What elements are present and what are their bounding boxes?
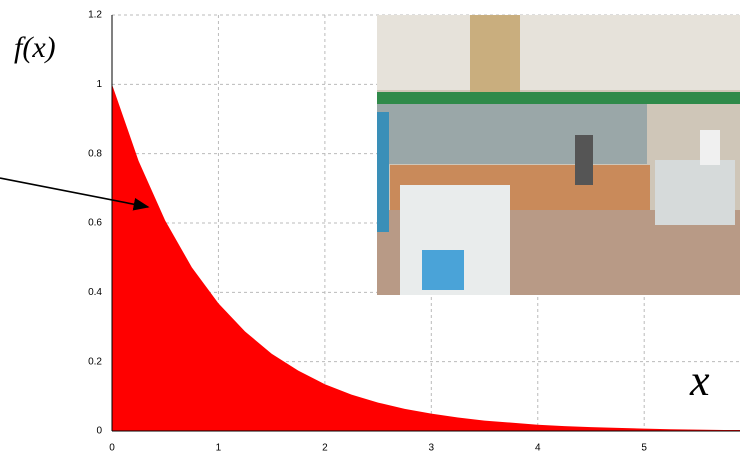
y-tick-label: 0.2	[88, 356, 102, 367]
x-tick-label: 1	[216, 443, 222, 454]
y-tick-label: 0.4	[88, 287, 102, 298]
inset-photo	[377, 15, 740, 295]
x-tick-label: 4	[535, 443, 541, 454]
x-tick-label: 3	[429, 443, 435, 454]
chart: 0 0.2 0.4 0.6 0.8 1 1.2 0 1 2 3 4 5 f(x) x	[0, 0, 740, 455]
y-tick-label: 1.2	[88, 10, 102, 21]
x-axis-label: x	[689, 356, 710, 405]
y-tick-label: 0	[96, 426, 102, 437]
y-tick-label: 1	[96, 79, 102, 90]
y-tick-label: 0.8	[88, 148, 102, 159]
x-tick-label: 0	[109, 443, 115, 454]
y-tick-label: 0.6	[88, 218, 102, 229]
x-tick-label: 5	[641, 443, 647, 454]
y-axis-label: f(x)	[14, 31, 56, 64]
x-tick-label: 2	[322, 443, 328, 454]
